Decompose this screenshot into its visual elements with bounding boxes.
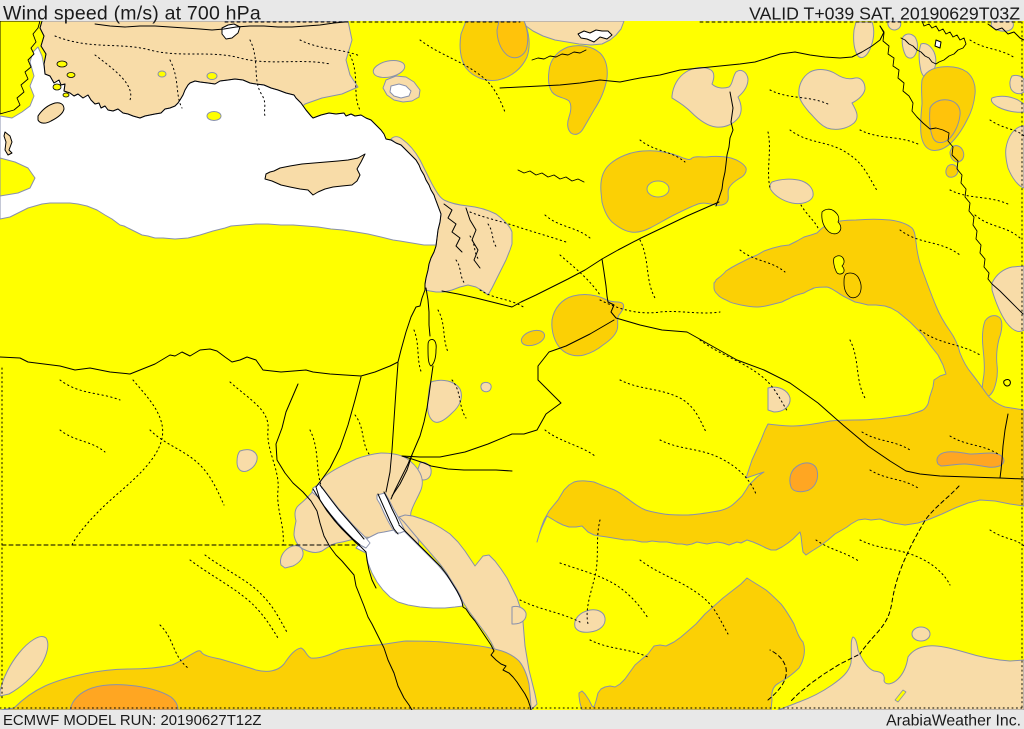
svg-text:ECMWF MODEL RUN: 20190627T12Z: ECMWF MODEL RUN: 20190627T12Z — [3, 713, 261, 729]
svg-text:ArabiaWeather Inc.: ArabiaWeather Inc. — [886, 713, 1021, 729]
svg-text:Wind speed (m/s) at 700 hPa: Wind speed (m/s) at 700 hPa — [3, 3, 261, 25]
svg-text:VALID T+039 SAT, 20190629T03Z: VALID T+039 SAT, 20190629T03Z — [749, 4, 1020, 24]
